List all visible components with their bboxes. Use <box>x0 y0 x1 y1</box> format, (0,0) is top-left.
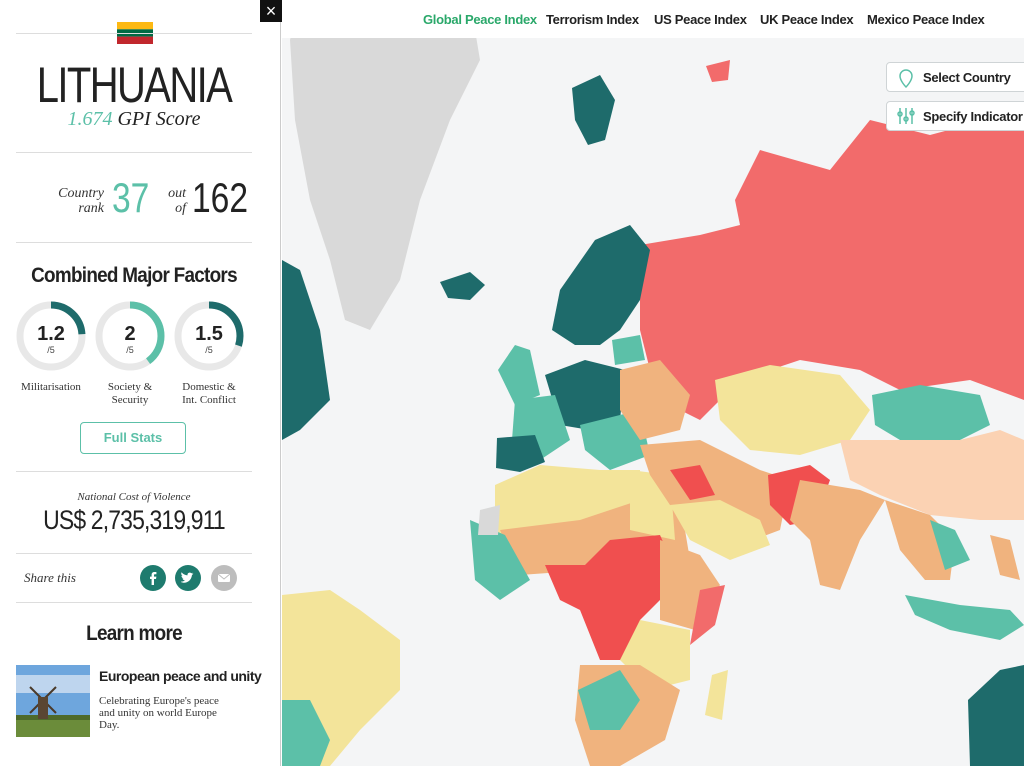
total: 162 <box>192 174 249 221</box>
syria-iraq <box>670 465 715 500</box>
baltics <box>612 335 645 365</box>
indonesia <box>905 595 1024 640</box>
country-panel: LITHUANIA 1.674 GPI Score Country rank 3… <box>0 0 281 766</box>
gauge-label: Security <box>112 394 149 406</box>
arabia <box>670 500 770 560</box>
gauge-arc <box>16 301 86 371</box>
article-title[interactable]: European peace and unity <box>99 668 262 684</box>
gauge-scale: /5 <box>126 345 134 355</box>
iceland <box>440 272 485 300</box>
gpi-label: GPI Score <box>117 108 201 130</box>
russia <box>640 110 1024 420</box>
gauge-scale: /5 <box>47 345 55 355</box>
gauge-arc <box>174 301 244 371</box>
nav-link[interactable]: UK Peace Index <box>760 12 854 27</box>
share-icons <box>140 565 237 591</box>
divider <box>16 242 252 243</box>
factors-title: Combined Major Factors <box>31 264 237 287</box>
gauge-arc <box>95 301 165 371</box>
email-share[interactable] <box>211 565 237 591</box>
factor-gauges: 1.2/5 Militarisation 2/5 Society &Security 1… <box>16 301 244 406</box>
nav-link[interactable]: Terrorism Index <box>546 12 639 27</box>
vietnam <box>930 520 970 570</box>
gauge-value: 2 <box>124 323 135 345</box>
madagascar <box>705 670 728 720</box>
divider <box>16 553 252 554</box>
india <box>790 480 885 590</box>
west-africa <box>470 520 530 600</box>
out-of-label: out of <box>158 186 186 216</box>
article-line: and unity on world Europe <box>99 707 217 719</box>
article-thumbnail[interactable] <box>16 665 90 737</box>
somalia <box>690 585 725 645</box>
article-text: Celebrating Europe's peace and unity on … <box>99 695 219 731</box>
gauge-label: Society & <box>108 381 153 393</box>
novaya <box>706 60 730 82</box>
mongolia <box>872 385 990 440</box>
rank: 37 <box>112 174 150 221</box>
divider <box>16 602 252 603</box>
nav-link[interactable]: Mexico Peace Index <box>867 12 985 27</box>
canada <box>282 260 330 440</box>
gauge-label: Domestic & <box>182 381 236 393</box>
select-country-button[interactable]: Select Country <box>886 62 1024 92</box>
specify-indicator-button[interactable]: Specify Indicator <box>886 101 1024 131</box>
out-of-line: of <box>175 201 186 216</box>
facebook-share[interactable] <box>140 565 166 591</box>
share-label: Share this <box>24 570 76 585</box>
sahara-west <box>478 505 500 535</box>
cost-value: US$ 2,735,319,911 <box>43 505 225 535</box>
twitter-share[interactable] <box>175 565 201 591</box>
nav-link[interactable]: Global Peace Index <box>423 12 537 27</box>
country-name: LITHUANIA <box>36 57 233 113</box>
learn-more-title: Learn more <box>86 622 182 645</box>
east-europe <box>620 360 690 440</box>
flag <box>117 22 153 44</box>
namibia <box>578 670 640 730</box>
divider <box>16 471 252 472</box>
brazil-south <box>282 700 330 766</box>
close-button[interactable]: × <box>260 0 282 22</box>
article-line: Day. <box>99 719 120 731</box>
kazakhstan <box>715 365 870 455</box>
divider <box>16 152 252 153</box>
rank-label-line: Country <box>58 186 104 201</box>
iberia <box>496 435 545 472</box>
gauge-label: Militarisation <box>21 381 81 393</box>
svalbard <box>572 75 615 145</box>
greenland <box>290 0 480 330</box>
west-europe <box>545 360 625 430</box>
nav-link[interactable]: US Peace Index <box>654 12 747 27</box>
gauge-value: 1.5 <box>195 323 223 345</box>
gpi-line: 1.674 GPI Score <box>0 108 268 131</box>
philippines <box>990 535 1020 580</box>
cost-label: National Cost of Violence <box>77 491 191 503</box>
divider <box>16 33 252 34</box>
rank-label: Country rank <box>40 186 104 216</box>
full-stats-button[interactable]: Full Stats <box>80 422 186 454</box>
gpi-score: 1.674 <box>67 108 113 130</box>
central-africa-red <box>545 535 680 660</box>
gauge-label: Int. Conflict <box>182 394 236 406</box>
gauge-value: 1.2 <box>37 323 65 345</box>
top-nav: Global Peace Index Terrorism Index US Peac… <box>282 0 1024 38</box>
china <box>840 430 1024 520</box>
article-line: Celebrating Europe's peace <box>99 695 219 707</box>
australia <box>968 665 1024 766</box>
rank-label-line: rank <box>78 201 104 216</box>
uk <box>498 345 540 405</box>
button-icons <box>897 69 915 124</box>
out-of-line: out <box>168 186 186 201</box>
scandinavia <box>552 225 650 345</box>
se-asia <box>885 500 955 580</box>
gauge-scale: /5 <box>205 345 213 355</box>
